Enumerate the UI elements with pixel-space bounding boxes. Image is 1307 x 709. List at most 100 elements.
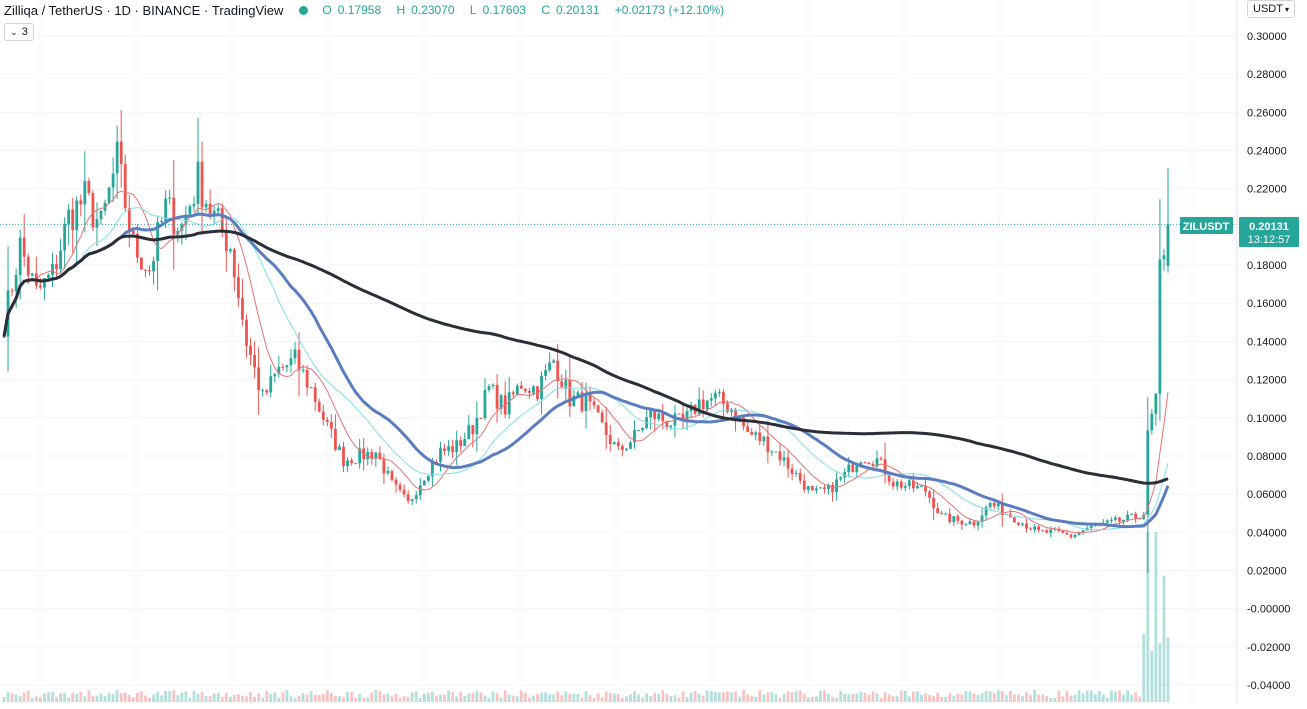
candle-body[interactable]: [608, 434, 612, 444]
candle-body[interactable]: [928, 491, 931, 498]
candle-body[interactable]: [758, 432, 762, 442]
candle-body[interactable]: [1081, 530, 1085, 533]
candle-body[interactable]: [814, 488, 818, 491]
candle-body[interactable]: [346, 460, 349, 467]
candle-body[interactable]: [827, 484, 830, 490]
candle-body[interactable]: [637, 430, 640, 432]
candle-body[interactable]: [99, 210, 103, 220]
candle-body[interactable]: [422, 480, 426, 486]
candle-body[interactable]: [443, 448, 446, 451]
candle-body[interactable]: [1114, 517, 1117, 520]
candle-body[interactable]: [544, 370, 547, 376]
candle-body[interactable]: [1105, 520, 1109, 523]
candle-body[interactable]: [1146, 430, 1150, 515]
candle-body[interactable]: [588, 394, 592, 402]
candle-body[interactable]: [770, 451, 774, 453]
candle-body[interactable]: [447, 446, 450, 451]
candle-body[interactable]: [895, 481, 899, 487]
candle-body[interactable]: [657, 413, 661, 420]
candle-body[interactable]: [996, 503, 1000, 507]
candle-body[interactable]: [212, 210, 216, 215]
candle-body[interactable]: [156, 222, 159, 261]
candle-body[interactable]: [269, 376, 273, 393]
candle-body[interactable]: [253, 354, 256, 368]
candle-body[interactable]: [313, 387, 317, 402]
candle-body[interactable]: [273, 374, 277, 377]
candle-body[interactable]: [1138, 518, 1142, 520]
candle-body[interactable]: [786, 457, 790, 469]
candle-body[interactable]: [455, 440, 459, 453]
candle-body[interactable]: [51, 264, 54, 275]
candle-body[interactable]: [819, 487, 822, 489]
candle-body[interactable]: [71, 209, 75, 231]
candle-body[interactable]: [188, 206, 192, 215]
candle-body[interactable]: [1049, 529, 1053, 533]
candle-body[interactable]: [685, 411, 689, 422]
candle-body[interactable]: [616, 442, 620, 447]
candle-body[interactable]: [83, 180, 87, 205]
candle-body[interactable]: [366, 451, 370, 460]
candle-body[interactable]: [495, 384, 499, 409]
candle-body[interactable]: [536, 386, 539, 399]
candle-body[interactable]: [317, 401, 321, 412]
candle-body[interactable]: [249, 345, 252, 355]
candle-body[interactable]: [778, 451, 782, 461]
candle-body[interactable]: [976, 521, 980, 526]
candle-body[interactable]: [556, 360, 560, 382]
candle-body[interactable]: [911, 480, 915, 489]
candle-body[interactable]: [540, 375, 543, 399]
candle-body[interactable]: [633, 430, 636, 443]
candle-body[interactable]: [835, 479, 838, 493]
candle-body[interactable]: [1158, 259, 1162, 394]
candle-body[interactable]: [499, 395, 503, 409]
candle-body[interactable]: [572, 395, 576, 407]
candle-body[interactable]: [224, 231, 228, 252]
candle-body[interactable]: [871, 464, 875, 467]
candle-body[interactable]: [1000, 503, 1004, 515]
candle-body[interactable]: [431, 461, 434, 477]
candle-body[interactable]: [1017, 522, 1020, 525]
candle-body[interactable]: [612, 442, 616, 444]
candle-body[interactable]: [358, 448, 362, 464]
candle-body[interactable]: [127, 208, 131, 231]
candle-body[interactable]: [677, 413, 681, 415]
candle-body[interactable]: [1033, 526, 1037, 530]
candle-body[interactable]: [867, 462, 871, 465]
candle-body[interactable]: [467, 425, 471, 440]
candle-body[interactable]: [940, 512, 944, 515]
candle-body[interactable]: [806, 486, 810, 490]
candle-body[interactable]: [152, 260, 155, 272]
candle-body[interactable]: [948, 513, 952, 523]
candle-body[interactable]: [75, 200, 79, 231]
candle-body[interactable]: [1093, 525, 1097, 527]
candle-body[interactable]: [26, 256, 30, 276]
candle-body[interactable]: [851, 464, 855, 473]
candle-body[interactable]: [576, 392, 580, 396]
candle-body[interactable]: [847, 464, 851, 473]
candle-body[interactable]: [491, 384, 495, 387]
candle-body[interactable]: [641, 428, 644, 431]
candle-body[interactable]: [960, 520, 964, 525]
candle-body[interactable]: [891, 481, 895, 487]
candle-body[interactable]: [91, 193, 95, 228]
candle-body[interactable]: [47, 274, 50, 279]
candle-body[interactable]: [414, 495, 418, 500]
candle-body[interactable]: [144, 269, 147, 271]
candle-body[interactable]: [552, 360, 556, 363]
candle-body[interactable]: [972, 521, 976, 526]
candle-body[interactable]: [992, 503, 996, 507]
candle-body[interactable]: [479, 417, 483, 419]
candle-body[interactable]: [701, 399, 705, 410]
candle-body[interactable]: [38, 285, 42, 288]
candle-body[interactable]: [1118, 517, 1121, 522]
candle-body[interactable]: [172, 197, 176, 235]
candle-body[interactable]: [241, 297, 244, 320]
candle-body[interactable]: [515, 385, 519, 395]
candle-body[interactable]: [560, 381, 564, 389]
candle-body[interactable]: [293, 349, 297, 359]
candle-body[interactable]: [67, 209, 71, 224]
candle-body[interactable]: [43, 278, 46, 288]
candle-body[interactable]: [600, 412, 604, 423]
candle-body[interactable]: [354, 463, 358, 465]
